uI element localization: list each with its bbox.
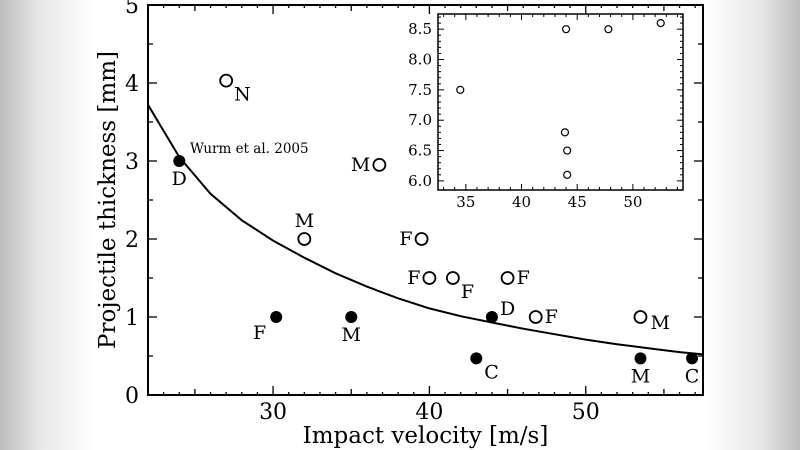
filled-marker [634,352,647,365]
filled-marker [686,352,699,365]
y-tick-label: 1 [125,306,139,331]
point-label: F [545,306,558,328]
open-marker [297,232,312,246]
point-label: F [517,267,530,289]
open-marker [633,310,648,324]
inset-frame [437,13,684,191]
open-marker [445,271,460,285]
inset-marker [560,128,570,137]
y-tick-label: 5 [125,0,139,19]
point-label: M [295,210,314,232]
fit-curve [147,104,704,356]
point-label: C [484,361,499,383]
open-marker [219,73,234,88]
filled-marker [345,311,358,323]
filled-marker [270,311,283,323]
inset-y-tick-label: 7.5 [408,81,432,99]
x-tick-label: 30 [259,400,287,425]
open-marker [422,271,437,285]
inset-y-tick-label: 6.5 [408,142,432,160]
point-label: F [253,322,266,344]
point-label: D [172,168,187,190]
point-label: C [685,365,700,387]
open-marker [528,310,543,324]
open-marker [372,157,387,172]
annotation-wurm: Wurm et al. 2005 [190,141,309,157]
inset-y-tick-label: 7.0 [408,111,432,129]
point-label: M [631,365,650,387]
filled-marker [470,352,483,365]
inset-marker [561,25,571,34]
y-axis-title: Projectile thickness [mm] [95,51,121,349]
point-label: M [342,324,361,346]
inset-x-tick-label: 40 [512,193,531,211]
inset-y-tick-label: 8.0 [408,51,432,69]
filled-marker [173,155,186,167]
x-axis-title: Impact velocity [m/s] [303,423,549,449]
inset-x-tick-label: 35 [456,193,475,211]
point-label: F [461,281,474,303]
inset-y-tick-label: 8.5 [408,20,432,38]
inset-marker [604,25,613,34]
filled-marker [485,311,498,323]
open-marker [414,232,429,246]
point-label: M [351,154,370,176]
y-tick-label: 3 [125,150,139,175]
point-label: F [399,228,412,250]
point-label: F [407,267,420,289]
inset-marker [563,146,572,155]
inset-plot: 35 40 45 50 6.0 6.5 7.0 7.5 8.0 8.5 [408,13,684,211]
inset-marker [456,85,465,94]
inset-y-tick-label: 6.0 [408,172,432,190]
x-tick-label: 40 [415,400,443,425]
inset-x-tick-label: 45 [568,193,587,211]
point-label: N [234,84,251,106]
point-label: M [650,312,669,334]
open-marker [500,271,515,285]
y-tick-label: 4 [125,72,139,97]
inset-x-tick-label: 50 [623,193,642,211]
y-tick-label: 0 [125,384,139,409]
point-label: D [500,298,515,320]
inset-marker [656,19,665,28]
x-tick-label: 50 [572,400,600,425]
inset-marker [563,170,572,179]
y-tick-label: 2 [125,228,139,253]
